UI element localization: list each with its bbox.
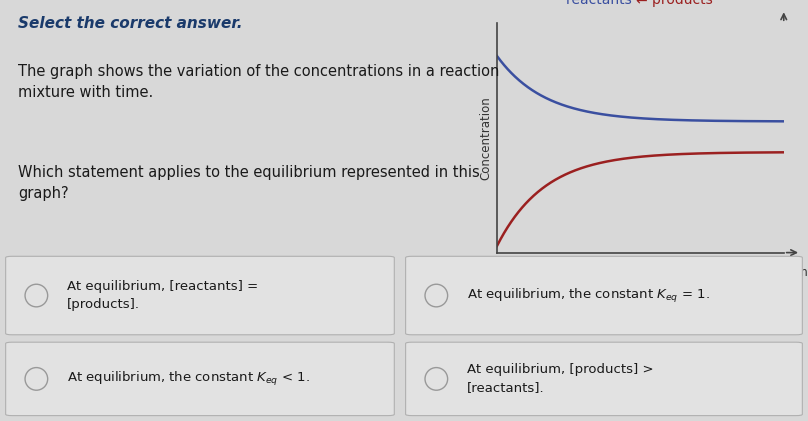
Text: At equilibrium, the constant $K_{eq}$ = 1.: At equilibrium, the constant $K_{eq}$ = …: [467, 287, 710, 304]
Text: The graph shows the variation of the concentrations in a reaction
mixture with t: The graph shows the variation of the con…: [18, 64, 499, 100]
Text: Select the correct answer.: Select the correct answer.: [18, 16, 242, 31]
Text: reactants: reactants: [566, 0, 637, 7]
FancyBboxPatch shape: [406, 342, 802, 416]
Text: ⇌ products: ⇌ products: [637, 0, 713, 7]
Text: At equilibrium, [products] >
[reactants].: At equilibrium, [products] > [reactants]…: [467, 363, 654, 394]
Text: At equilibrium, the constant $K_{eq}$ < 1.: At equilibrium, the constant $K_{eq}$ < …: [67, 370, 310, 388]
Text: Time: Time: [786, 266, 808, 280]
Text: Which statement applies to the equilibrium represented in this
graph?: Which statement applies to the equilibri…: [18, 165, 479, 201]
Y-axis label: Concentration: Concentration: [480, 96, 493, 180]
Text: At equilibrium, [reactants] =
[products].: At equilibrium, [reactants] = [products]…: [67, 280, 259, 311]
FancyBboxPatch shape: [6, 256, 394, 335]
FancyBboxPatch shape: [6, 342, 394, 416]
FancyBboxPatch shape: [406, 256, 802, 335]
